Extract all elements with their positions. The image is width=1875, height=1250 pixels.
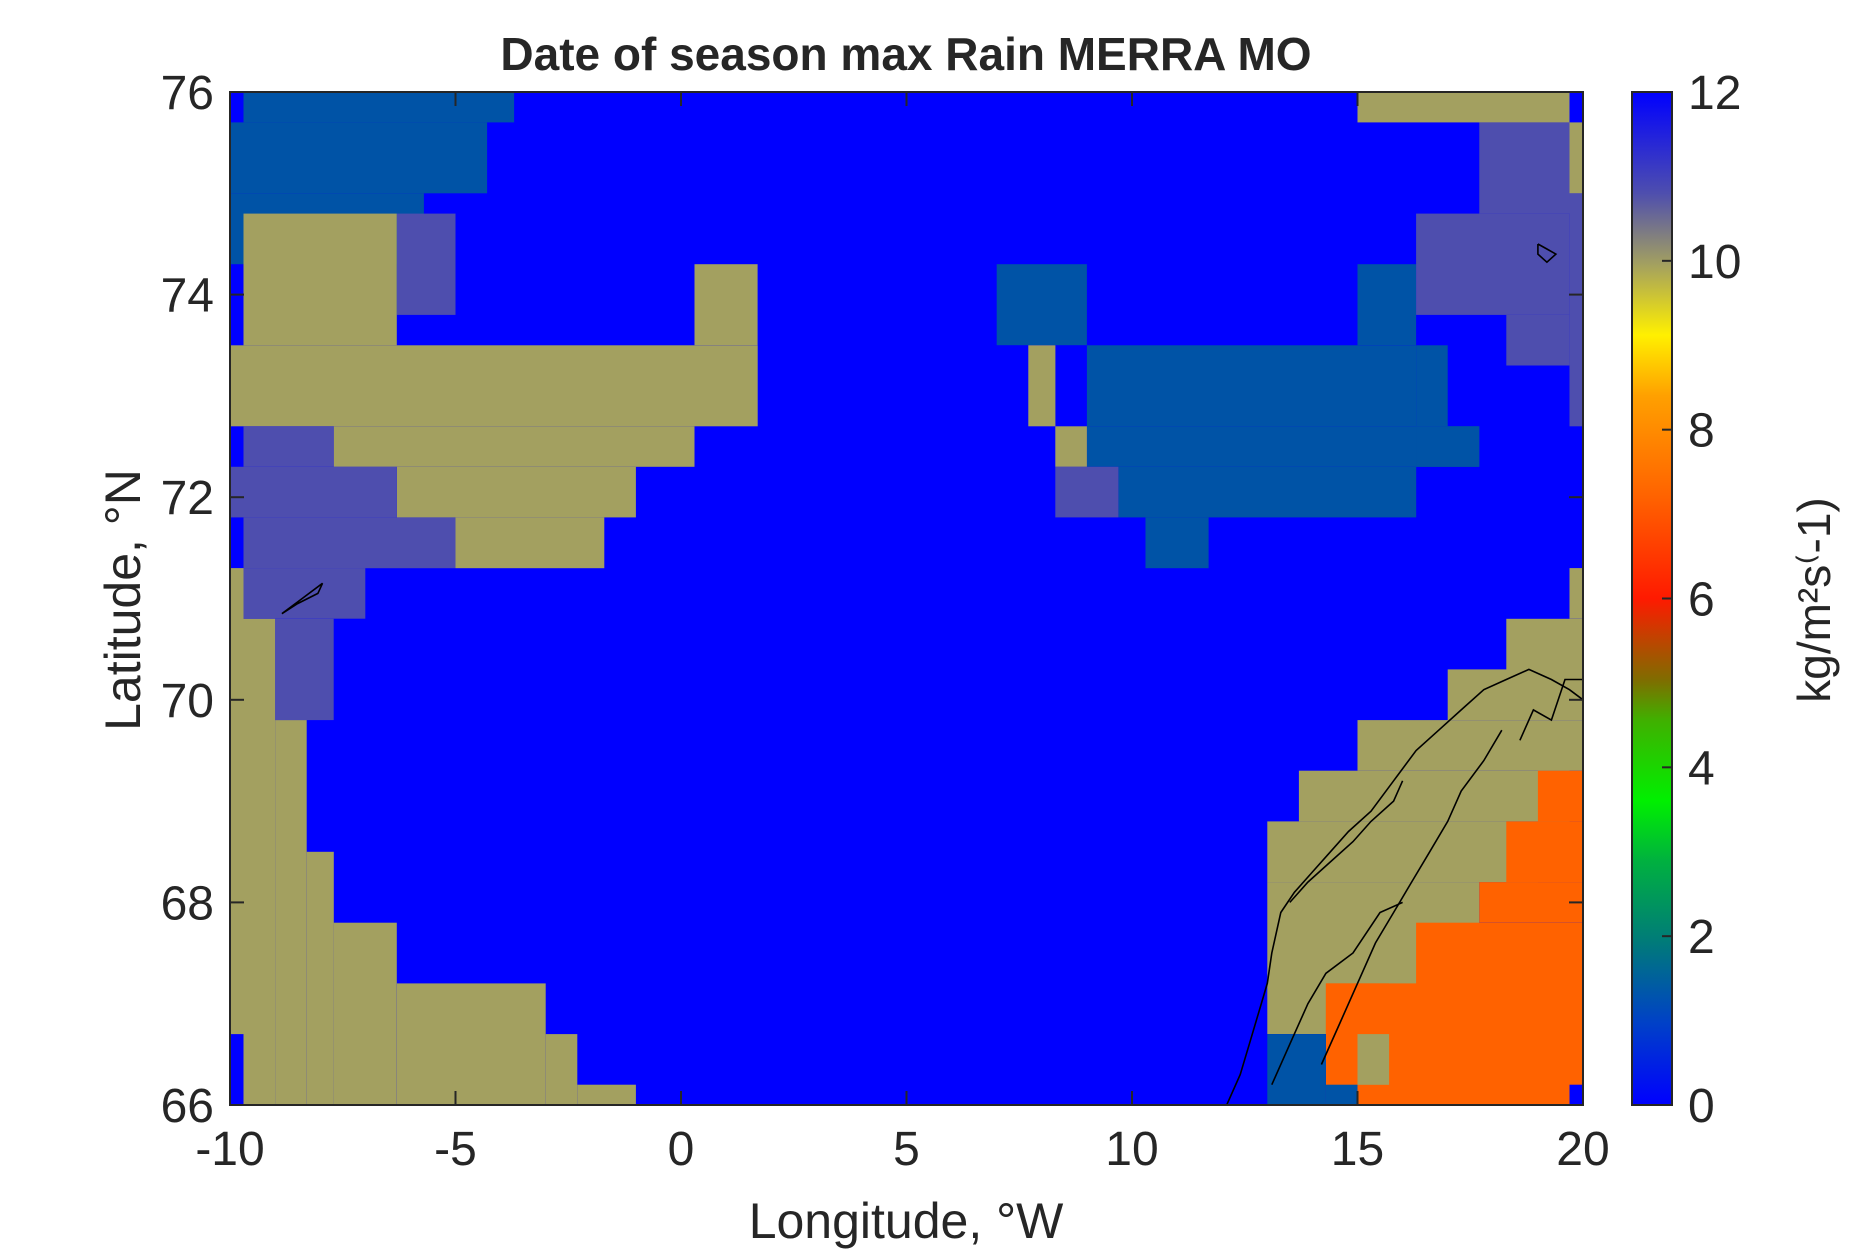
- colorbar-ticks: 0 2 4 6 8 10 12: [1662, 67, 1741, 1133]
- heatmap-cell: [1267, 821, 1538, 883]
- x-tick-label: 10: [1105, 1123, 1158, 1176]
- heatmap-cell: [694, 264, 758, 346]
- y-tick-label: 66: [161, 1080, 214, 1133]
- coastline: [1289, 780, 1404, 903]
- heatmap-cell: [1447, 669, 1583, 720]
- heatmap-cell: [333, 426, 695, 467]
- heatmap-cell: [1055, 466, 1119, 518]
- coastline: [1271, 901, 1403, 1086]
- heatmap-cell: [1086, 426, 1480, 467]
- coastline: [1537, 243, 1558, 264]
- heatmap-cell: [1506, 821, 1583, 883]
- x-tick-label: 20: [1556, 1123, 1609, 1176]
- colorbar-tick-label: 2: [1688, 911, 1715, 964]
- heatmap-cell: [230, 466, 397, 518]
- colorbar-tick-label: 0: [1688, 1080, 1715, 1133]
- heatmap-cell: [1479, 122, 1570, 214]
- heatmap-cell: [545, 1034, 578, 1105]
- heatmap-cell: [996, 264, 1087, 346]
- heatmap-cell: [1506, 314, 1570, 366]
- y-tick-label: 74: [161, 270, 214, 323]
- heatmap-cell: [1055, 426, 1087, 467]
- colorbar-tick-label: 8: [1688, 405, 1715, 458]
- heatmap-cell: [396, 213, 456, 315]
- heatmap-cell: [1537, 770, 1583, 822]
- heatmap-cell: [1118, 466, 1417, 518]
- coastline: [1519, 678, 1583, 741]
- heatmap-cell: [230, 122, 488, 194]
- heatmap-cell: [1569, 122, 1583, 194]
- heatmap-cell: [1145, 517, 1209, 569]
- coastline: [281, 582, 324, 615]
- coastlines: [281, 243, 1583, 1105]
- heatmap-cell: [243, 426, 334, 467]
- heatmap-cell: [396, 466, 636, 518]
- colorbar: 0 2 4 6 8 10 12 kg/m²s⁽-1): [1631, 67, 1840, 1133]
- heatmap-cell: [1479, 882, 1583, 923]
- heatmap-cell: [243, 618, 276, 1105]
- x-tick-label: 15: [1331, 1123, 1384, 1176]
- heatmap-cell: [1357, 720, 1583, 771]
- heatmap-cell: [1569, 1084, 1583, 1105]
- heatmap-cell: [230, 345, 758, 427]
- heatmap-cell: [1028, 345, 1056, 427]
- plot-area: [230, 92, 1583, 1105]
- heatmap-cell: [1325, 983, 1389, 1034]
- heatmap-cell: [243, 568, 366, 619]
- x-tick-label: -5: [434, 1123, 477, 1176]
- heatmap-cell: [1357, 92, 1570, 123]
- heatmap-cells: [230, 92, 1583, 1105]
- x-axis: -10 -5 0 5 10 15 20: [195, 92, 1610, 1176]
- y-tick-label: 70: [161, 675, 214, 728]
- heatmap-cell: [230, 568, 244, 1035]
- y-tick-label: 68: [161, 877, 214, 930]
- heatmap-cell: [243, 213, 397, 346]
- heatmap-cell: [1416, 922, 1583, 984]
- colorbar-tick-label: 4: [1688, 742, 1715, 795]
- heatmap-cell: [577, 1084, 636, 1105]
- colorbar-tick-label: 6: [1688, 574, 1715, 627]
- chart-title: Date of season max Rain MERRA MO: [500, 28, 1311, 80]
- x-tick-label: 0: [668, 1123, 695, 1176]
- heatmap-cell: [1298, 770, 1570, 822]
- y-tick-label: 76: [161, 67, 214, 120]
- heatmap-cell: [1416, 345, 1448, 427]
- y-tick-label: 72: [161, 472, 214, 525]
- heatmap-cell: [275, 720, 307, 1105]
- x-tick-label: 5: [893, 1123, 920, 1176]
- heatmap-cell: [243, 92, 515, 123]
- heatmap-cell: [1416, 426, 1480, 467]
- heatmap-cell: [333, 922, 397, 1105]
- colorbar-tick-label: 10: [1688, 236, 1741, 289]
- heatmap-cell: [1569, 568, 1583, 619]
- heatmap-cell: [1416, 213, 1570, 315]
- coastline: [1320, 729, 1503, 1065]
- heatmap-cell: [1569, 193, 1583, 427]
- heatmap-cell: [455, 517, 605, 569]
- heatmap-cell: [1506, 618, 1583, 670]
- heatmap-cell: [243, 517, 456, 569]
- colorbar-tick-label: 12: [1688, 67, 1741, 120]
- coastline: [1225, 668, 1583, 1105]
- heatmap-cell: [1086, 345, 1417, 427]
- heatmap-cell: [1357, 1034, 1390, 1085]
- x-axis-label: Longitude, °W: [749, 1193, 1064, 1249]
- y-axis-label: Latitude, °N: [95, 469, 151, 731]
- y-axis: 66 68 70 72 74 76: [161, 67, 1583, 1133]
- heatmap-cell: [1357, 264, 1417, 346]
- heatmap-cell: [396, 983, 546, 1105]
- colorbar-label: kg/m²s⁽-1): [1788, 497, 1840, 703]
- heatmap-cell: [275, 618, 334, 721]
- heatmap-cell: [306, 851, 334, 1105]
- heatmap-cell: [1325, 1084, 1358, 1105]
- heatmap-cell: [1267, 1034, 1326, 1105]
- x-tick-label: -10: [195, 1123, 264, 1176]
